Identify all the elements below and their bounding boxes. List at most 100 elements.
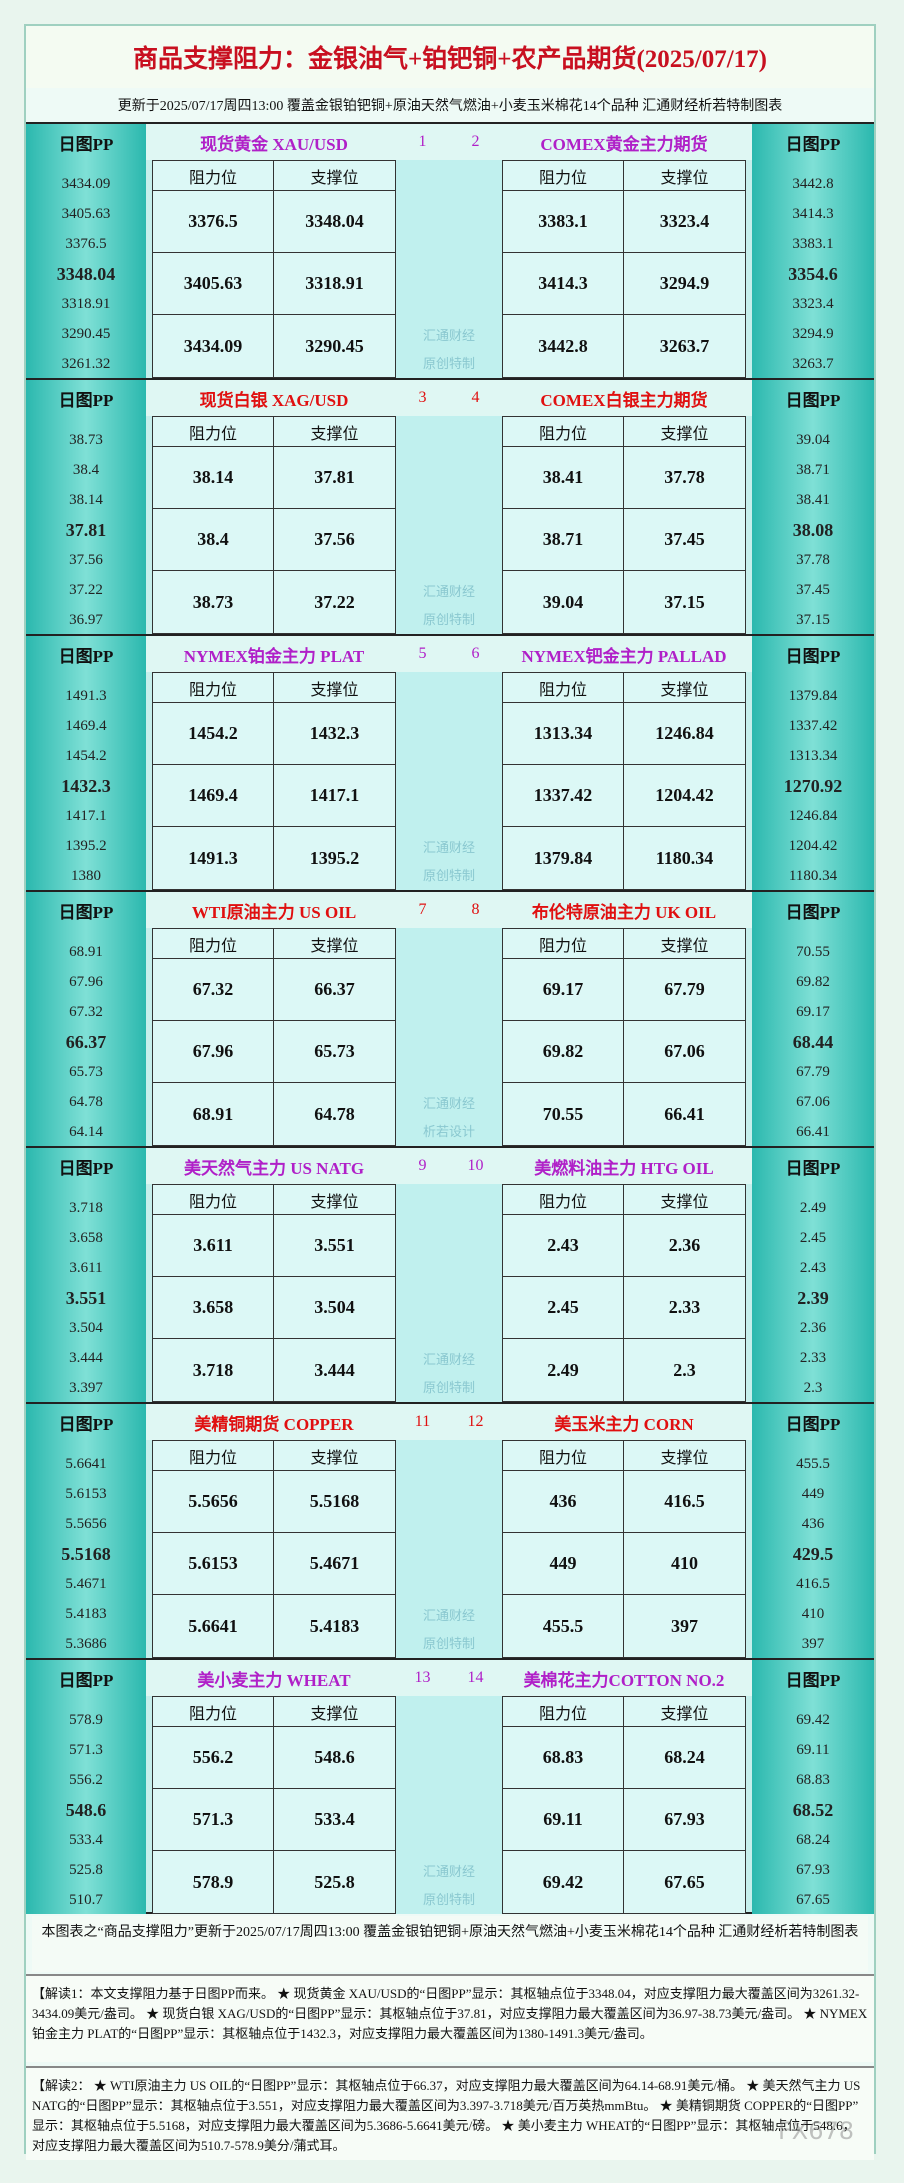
table-cell: 67.32 [153,959,274,1021]
level-table: 阻力位 支撑位 38.14 37.81 38.4 37.56 38.73 37.22 [152,416,396,634]
pp-value: 69.42 [796,1711,830,1728]
pp-value: 525.8 [69,1861,103,1878]
table-cell: 5.5168 [274,1471,395,1533]
table-cell: 533.4 [274,1789,395,1851]
table-cell: 69.17 [503,959,624,1021]
number: 3 [418,389,427,406]
table-cell: 65.73 [274,1021,395,1083]
table-cell: 1454.2 [153,703,274,765]
pp-column [26,636,146,890]
watermark: 原创特制 [422,355,475,371]
table-cell: 548.6 [274,1727,395,1789]
middle-column [396,1696,502,1914]
table-header: 阻力位 [153,1441,274,1471]
table-cell: 3383.1 [503,191,624,253]
pp-value: 455.5 [796,1455,830,1472]
pp-value: 3290.45 [61,325,111,342]
pp-value: 38.41 [796,491,830,508]
footer-note: 本图表之“商品支撑阻力”更新于2025/07/17周四13:00 覆盖金银铂钯铜… [32,1916,868,1972]
pp-column [26,1660,146,1914]
table-cell: 556.2 [153,1727,274,1789]
table-cell: 37.81 [274,447,395,509]
watermark: 汇通财经 [422,1863,475,1879]
pp-value: 3383.1 [792,235,834,252]
number: 5 [418,645,427,662]
number: 1 [418,133,427,150]
table-header: 阻力位 [503,1441,624,1471]
pp-value: 2.39 [797,1287,829,1308]
pp-value: 510.7 [69,1891,103,1908]
pp-label: 日图PP [785,134,841,154]
table-header: 支撑位 [624,1697,745,1727]
page: 商品支撑阻力：金银油气+铂钯铜+农产品期货(2025/07/17) 更新于2025… [24,24,876,2160]
pp-value: 1395.2 [65,837,107,854]
table-header: 支撑位 [624,673,745,703]
level-table: 阻力位 支撑位 556.2 548.6 571.3 533.4 578.9 525.8 [152,1696,396,1914]
pp-value: 548.6 [65,1799,107,1820]
table-cell: 67.79 [624,959,745,1021]
table-header: 阻力位 [503,673,624,703]
number: 10 [467,1157,484,1174]
header-band [146,1660,752,1696]
watermark: 析若设计 [422,1123,475,1139]
number: 9 [418,1157,427,1174]
table-cell: 64.78 [314,1103,355,1124]
pp-value: 3348.04 [56,263,116,284]
table-cell: 68.24 [624,1727,745,1789]
pp-value: 416.5 [796,1575,830,1592]
pp-value: 69.11 [796,1741,830,1758]
pp-value: 70.55 [796,943,830,960]
pp-value: 2.49 [799,1199,827,1216]
pp-column [752,1148,874,1402]
level-table: 阻力位 支撑位 67.32 66.37 67.96 65.73 68.91 64.78 [152,928,396,1146]
title: 商品支撑阻力：金银油气+铂钯铜+农产品期货(2025/07/17) [26,26,874,88]
table-cell: 37.56 [274,509,395,571]
table-cell: 2.43 [503,1215,624,1277]
pp-value: 571.3 [69,1741,103,1758]
commodity-name: COMEX白银主力期货 [540,390,708,410]
commodity-block: 13 14 汇通财经 原创特制 日图PP 美小麦主力 WHEAT 578.9 571.3 556… [26,1658,874,1914]
table-cell: 67.93 [624,1789,745,1851]
commodity-name: WTI原油主力 US OIL [191,902,357,922]
pp-label: 日图PP [58,902,114,922]
table-header: 支撑位 [274,673,395,703]
watermark: 原创特制 [422,611,475,627]
pp-value: 3.504 [69,1319,103,1336]
table-cell: 3405.63 [153,253,274,315]
pp-value: 38.73 [69,431,103,448]
level-table: 阻力位 支撑位 69.17 67.79 69.82 67.06 70.55 66.41 [502,928,746,1146]
pp-value: 578.9 [69,1711,103,1728]
commodity-block: 9 10 汇通财经 原创特制 日图PP 美天然气主力 US NATG 3.718 3.658 3… [26,1146,874,1402]
table-cell: 2.33 [624,1277,745,1339]
commodity-name: 现货黄金 XAU/USD [200,134,348,154]
level-table: 阻力位 支撑位 3383.1 3323.4 3414.3 3294.9 3442.8 3263… [502,160,746,378]
table-header: 支撑位 [274,1441,395,1471]
pp-value: 66.41 [796,1123,830,1140]
table-cell: 1395.2 [309,847,360,868]
level-table: 阻力位 支撑位 38.41 37.78 38.71 37.45 39.04 37.15 [502,416,746,634]
pp-value: 3261.32 [61,355,111,372]
pp-value: 65.73 [69,1063,103,1080]
pp-value: 68.24 [796,1831,830,1848]
table-cell: 436 [503,1471,624,1533]
table-cell: 1379.84 [503,827,624,889]
pp-value: 66.37 [65,1031,107,1052]
commodity-name: 美小麦主力 WHEAT [197,1670,351,1690]
subtitle: 更新于2025/07/17周四13:00 覆盖金银铂钯铜+原油天然气燃油+小麦玉… [117,99,783,114]
table-cell: 1491.3 [153,827,274,889]
commodity-name: 美棉花主力COTTON NO.2 [523,1670,725,1690]
watermark: 原创特制 [422,867,475,883]
table-header: 支撑位 [274,1185,395,1215]
pp-column [752,1660,874,1914]
table-cell: 3434.09 [153,315,274,377]
watermark: 汇通财经 [422,839,475,855]
pp-value: 69.17 [796,1003,830,1020]
table-header: 支撑位 [624,417,745,447]
table-header: 支撑位 [274,417,395,447]
pp-label: 日图PP [785,1670,841,1690]
pp-value: 67.06 [796,1093,830,1110]
number: 14 [467,1669,484,1686]
pp-value: 1417.1 [65,807,107,824]
table-cell: 5.6641 [153,1595,274,1657]
watermark: 原创特制 [422,1635,475,1651]
